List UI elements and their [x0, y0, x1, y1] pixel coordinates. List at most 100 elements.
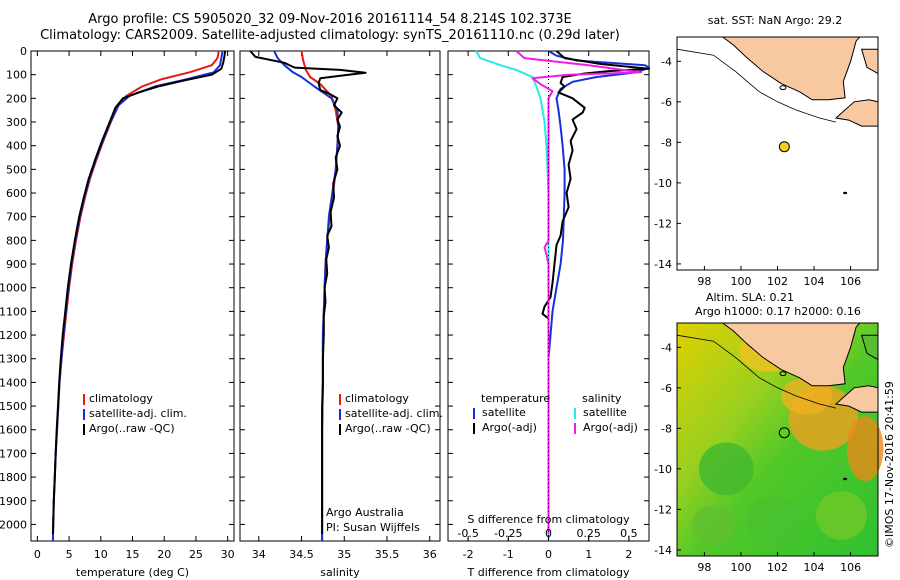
sst_map-xtick-label: 102 [767, 275, 788, 288]
salinity-xtick-label: 34 [252, 548, 266, 561]
sla_map-xtick-label: 106 [840, 561, 861, 574]
sst_map-ytick-label: -12 [654, 217, 672, 230]
sst_map-ytick-label: -14 [654, 258, 672, 271]
difference-stick-label: -0.5 [457, 527, 478, 540]
depth-tick-label: 500 [6, 163, 27, 176]
difference-legend-label: satellite [482, 406, 526, 419]
difference-stick-label: 0 [545, 527, 552, 540]
sst-map-title: sat. SST: NaN Argo: 29.2 [708, 14, 842, 27]
salinity-xtick-label: 35 [337, 548, 351, 561]
difference-line-temperature-argo-adj- [541, 50, 650, 534]
depth-tick-label: 1300 [0, 353, 27, 366]
difference-line-temperature-satellite [547, 50, 650, 541]
sla_map-anomaly-patch [815, 491, 868, 540]
salinity-line-argo-raw-qc- [249, 50, 367, 534]
sst_map-ytick-label: -6 [661, 96, 672, 109]
difference-line-salinity-satellite [475, 50, 550, 541]
depth-tick-label: 1200 [0, 329, 27, 342]
salinity-xtick-label: 35.5 [375, 548, 400, 561]
difference-stick-label: 0.25 [576, 527, 601, 540]
depth-tick-label: 1800 [0, 471, 27, 484]
difference-legend-header: salinity [582, 392, 622, 405]
depth-tick-label: 600 [6, 187, 27, 200]
sst_map-land-java [834, 99, 879, 127]
sla_map-anomaly-patch [846, 416, 884, 482]
salinity-frame [239, 50, 441, 542]
sst_map-xtick-label: 98 [697, 275, 711, 288]
sst_map-ytick-label: -4 [661, 55, 672, 68]
difference-legend-header: temperature [481, 392, 550, 405]
depth-tick-label: 1400 [0, 376, 27, 389]
salinity-legend-label: Argo(..raw -QC) [345, 422, 431, 435]
difference-xtick-label: -2 [463, 548, 474, 561]
sst_map-xtick-label: 106 [840, 275, 861, 288]
salinity-annotation: Argo Australia [326, 506, 404, 519]
sla_map-land-sumatra [721, 322, 878, 387]
salinity-annotation: PI: Susan Wijffels [326, 521, 420, 534]
salinity-line-climatology [300, 50, 340, 541]
temperature-frame [30, 50, 235, 542]
temperature-legend-label: Argo(..raw -QC) [89, 422, 175, 435]
temperature-xlabel: temperature (deg C) [76, 566, 189, 579]
sst_map-contour [676, 48, 837, 123]
depth-tick-label: 900 [6, 258, 27, 271]
salinity-legend-label: climatology [345, 392, 409, 405]
depth-tick-label: 400 [6, 140, 27, 153]
sla_map-xtick-label: 104 [804, 561, 825, 574]
depth-tick-label: 200 [6, 92, 27, 105]
temperature-xtick-label: 30 [221, 548, 235, 561]
sla-map-title: Altim. SLA: 0.21 [706, 291, 794, 304]
temperature-legend-label: climatology [89, 392, 153, 405]
salinity-xlabel: salinity [320, 566, 360, 579]
temperature-legend-label: satellite-adj. clim. [89, 407, 187, 420]
depth-tick-label: 100 [6, 69, 27, 82]
salinity-xtick-label: 34.5 [289, 548, 314, 561]
sla_map-ytick-label: -4 [661, 341, 672, 354]
sla_map-contour [676, 334, 837, 409]
difference-legend-label: Argo(-adj) [583, 421, 638, 434]
watermark: ©IMOS 17-Nov-2016 20:41:59 [883, 381, 896, 548]
salinity-line-satellite-adj-clim- [273, 50, 340, 541]
difference-line-salinity-argo-adj- [515, 50, 642, 534]
depth-tick-label: 1000 [0, 282, 27, 295]
sla_map-anomaly-patch [698, 442, 754, 496]
temperature-xtick-label: 5 [66, 548, 73, 561]
sst_map-ytick-label: -8 [661, 136, 672, 149]
temperature-xtick-label: 25 [189, 548, 203, 561]
depth-tick-label: 1100 [0, 305, 27, 318]
difference-xlabel-top: S difference from climatology [467, 513, 630, 526]
depth-tick-label: 1700 [0, 447, 27, 460]
sla_map-xtick-label: 98 [697, 561, 711, 574]
depth-tick-label: 800 [6, 234, 27, 247]
difference-xtick-label: -1 [503, 548, 514, 561]
temperature-line-climatology [51, 50, 220, 542]
sst_map-xtick-label: 104 [804, 275, 825, 288]
sla_map-christmas-island [843, 477, 848, 481]
depth-tick-label: 1500 [0, 400, 27, 413]
difference-xlabel: T difference from climatology [467, 566, 630, 579]
sla_map-float-marker [778, 427, 790, 439]
sla_map-ytick-label: -10 [654, 463, 672, 476]
difference-legend-label: satellite [583, 406, 627, 419]
difference-xtick-label: 0 [545, 548, 552, 561]
temperature-xtick-label: 10 [94, 548, 108, 561]
temperature-xtick-label: 0 [34, 548, 41, 561]
sst_map-float-marker [778, 141, 790, 153]
depth-tick-label: 700 [6, 211, 27, 224]
figure-title-line-2: Climatology: CARS2009. Satellite-adjuste… [40, 28, 620, 43]
difference-xtick-label: 2 [625, 548, 632, 561]
temperature-line-argo-raw-qc- [51, 50, 227, 534]
sst_map-ytick-label: -10 [654, 177, 672, 190]
difference-xtick-label: 1 [585, 548, 592, 561]
sla_map-anomaly-patch [691, 505, 736, 546]
difference-stick-label: 0.5 [620, 527, 638, 540]
difference-legend-label: Argo(-adj) [482, 421, 537, 434]
sla-map-subtitle: Argo h1000: 0.17 h2000: 0.16 [695, 305, 861, 318]
salinity-xtick-label: 36 [423, 548, 437, 561]
sst_map-enggano-island [779, 85, 787, 91]
salinity-legend-label: satellite-adj. clim. [345, 407, 443, 420]
sla_map-ytick-label: -12 [654, 503, 672, 516]
sst_map-land-island [860, 48, 879, 75]
sla_map-xtick-label: 102 [767, 561, 788, 574]
